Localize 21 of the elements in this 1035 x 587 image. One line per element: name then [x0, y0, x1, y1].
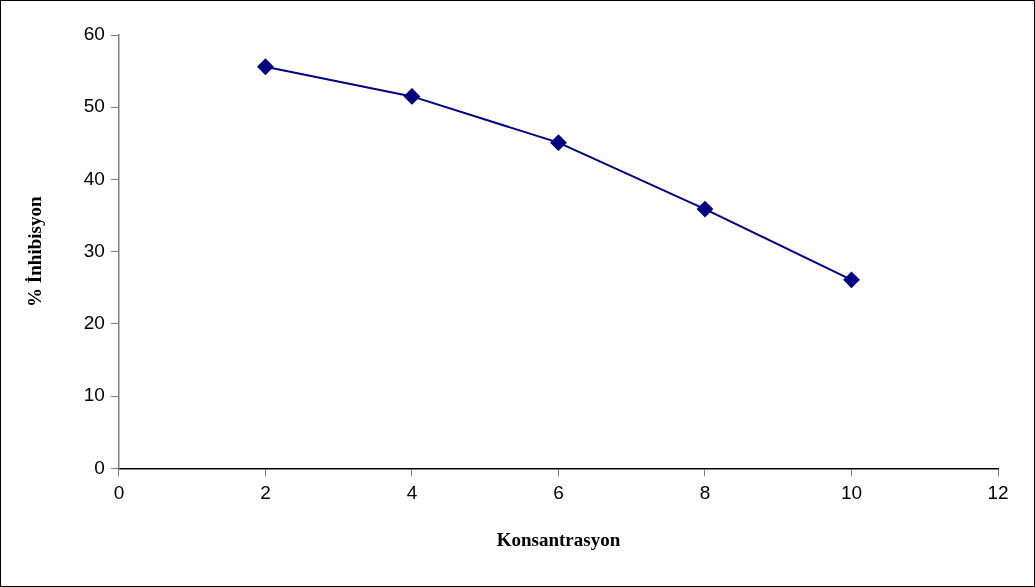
point [843, 271, 860, 288]
point [550, 134, 567, 151]
y-tick-label: 20 [83, 312, 105, 334]
y-tick-label: 0 [94, 456, 105, 478]
point [696, 201, 713, 218]
y-tick-label: 10 [83, 384, 105, 406]
x-axis-title: Konsantrasyon [496, 528, 621, 550]
x-tick-label: 0 [113, 482, 125, 504]
x-tick-label: 2 [260, 482, 271, 504]
x-tick-label: 4 [406, 482, 418, 504]
point [403, 88, 420, 105]
y-tick-label: 30 [83, 239, 105, 261]
y-tick-label: 60 [83, 23, 105, 45]
y-tick-label: 50 [83, 95, 105, 117]
y-axis-title: % İnhibisyon [24, 196, 46, 307]
x-tick-label: 6 [553, 482, 564, 504]
point [257, 58, 274, 75]
x-tick-label: 12 [987, 482, 1009, 504]
x-tick-label: 8 [699, 482, 711, 504]
x-tick-label: 10 [840, 482, 863, 504]
y-tick-label: 40 [83, 167, 105, 189]
